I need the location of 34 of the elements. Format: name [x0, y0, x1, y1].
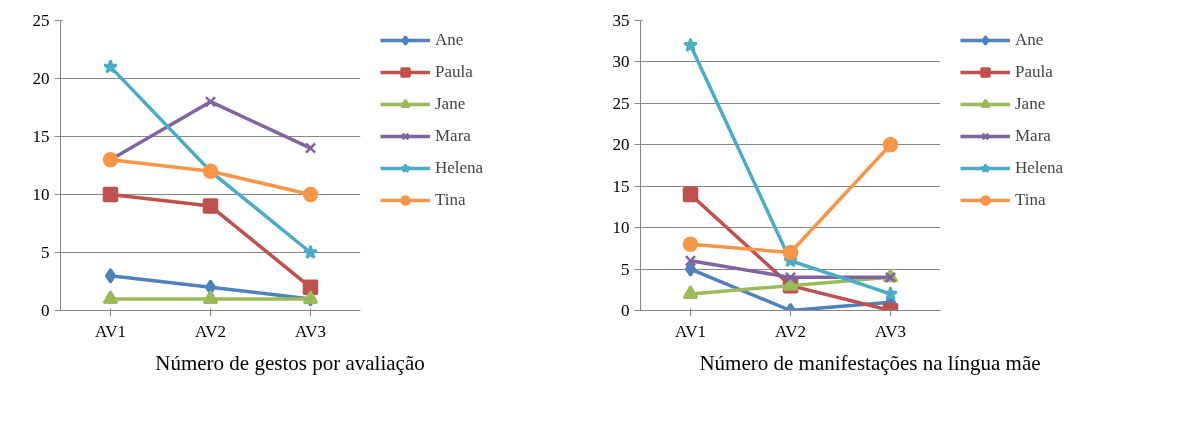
y-tick-label: 35: [612, 11, 630, 30]
legend-label: Paula: [435, 62, 473, 82]
y-tick-label: 0: [41, 301, 50, 320]
x-tick-label: AV2: [775, 321, 806, 341]
y-tick-label: 5: [621, 259, 630, 279]
y-tick-label: 25: [612, 93, 630, 113]
legend-label: Helena: [435, 158, 484, 178]
y-tick-label: 30: [612, 52, 630, 72]
legend-label: Helena: [1015, 158, 1064, 178]
y-tick-label: 5: [41, 243, 50, 262]
y-tick-label: 10: [32, 185, 50, 204]
x-tick-label: AV3: [295, 321, 326, 341]
y-tick-label: 20: [32, 69, 50, 88]
text: Número de manifestações na língua mãe: [699, 350, 1041, 377]
legend-label: Ane: [435, 30, 464, 50]
legend-label: Mara: [1015, 126, 1051, 146]
legend-label: Jane: [435, 94, 466, 114]
x-tick-label: AV1: [95, 321, 126, 341]
x-tick-label: AV1: [675, 321, 706, 341]
y-tick-label: 10: [612, 218, 630, 238]
legend-label: Mara: [435, 126, 471, 146]
y-tick-label: 25: [32, 11, 50, 30]
x-tick-label: AV2: [195, 321, 226, 341]
y-tick-label: 15: [612, 176, 630, 196]
legend-label: Tina: [1015, 190, 1046, 210]
legend-label: Tina: [435, 190, 466, 210]
y-tick-label: 0: [621, 301, 630, 320]
y-tick-label: 15: [32, 127, 50, 146]
y-tick-label: 20: [612, 135, 630, 155]
legend-label: Jane: [1015, 94, 1046, 114]
text: Número de gestos por avaliação: [155, 350, 425, 377]
legend-label: Paula: [1015, 62, 1053, 82]
legend-label: Ane: [1015, 30, 1044, 50]
x-tick-label: AV3: [875, 321, 906, 341]
